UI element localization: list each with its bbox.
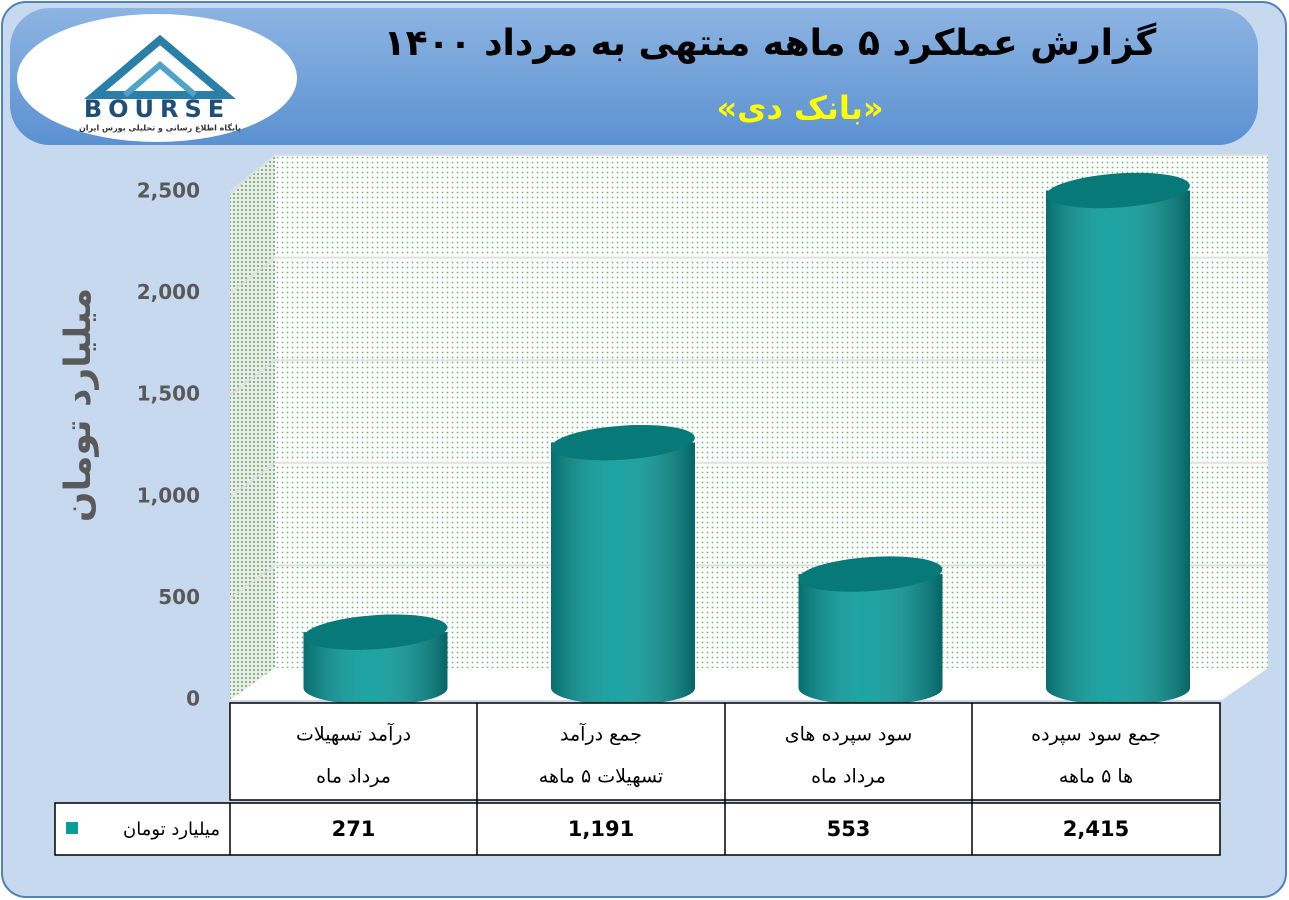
header bbox=[10, 8, 1258, 145]
value-label: 1,191 bbox=[568, 817, 634, 841]
category-label: مرداد ماه bbox=[316, 766, 391, 788]
bar-top-shade bbox=[303, 614, 448, 650]
y-tick-label: 0 bbox=[186, 687, 200, 711]
logo-badge bbox=[17, 14, 297, 142]
value-label: 271 bbox=[332, 817, 376, 841]
bar-shade bbox=[551, 442, 695, 705]
bar-top bbox=[551, 424, 695, 461]
y-tick-label: 1,000 bbox=[137, 483, 200, 507]
legend-swatch bbox=[66, 822, 78, 834]
y-tick-label: 2,000 bbox=[137, 280, 200, 304]
grid-line bbox=[229, 154, 276, 193]
bar-shade bbox=[798, 574, 943, 705]
y-tick-label: 2,500 bbox=[137, 179, 200, 203]
grid-line bbox=[229, 359, 276, 396]
category-label: مرداد ماه bbox=[811, 766, 886, 788]
category-label: جمع درآمد bbox=[560, 722, 642, 746]
category-label: تسهیلات ۵ ماهه bbox=[539, 766, 663, 788]
bar-top bbox=[303, 614, 448, 650]
category-label: درآمد تسهیلات bbox=[296, 722, 411, 746]
floor bbox=[230, 668, 1268, 700]
bar bbox=[1046, 172, 1190, 705]
category-label: جمع سود سپرده bbox=[1031, 724, 1161, 746]
grid-line bbox=[229, 462, 276, 498]
y-tick-label: 1,500 bbox=[137, 382, 200, 406]
grid-line bbox=[229, 256, 276, 295]
y-axis-label: میلیارد تومان bbox=[58, 288, 99, 522]
bar bbox=[798, 556, 943, 705]
bar-shade bbox=[1046, 190, 1190, 705]
category-label: سود سپرده های bbox=[785, 724, 913, 746]
logo-shape bbox=[84, 34, 236, 99]
y-tick-label: 500 bbox=[158, 585, 200, 609]
logo-text: BOURSE bbox=[84, 95, 230, 123]
value-label: 2,415 bbox=[1063, 817, 1129, 841]
side-wall bbox=[230, 155, 275, 700]
chart-title: گزارش عملکرد ۵ ماهه منتهی به مرداد ۱۴۰۰ bbox=[384, 22, 1157, 64]
bar-top-shade bbox=[1046, 172, 1190, 209]
bar bbox=[551, 424, 695, 705]
bar-top bbox=[798, 556, 943, 592]
bar-shade bbox=[303, 632, 448, 705]
table-row bbox=[54, 802, 1221, 856]
legend-label: میلیارد تومان bbox=[123, 819, 220, 840]
logo-tagline: پایگاه اطلاع رسانی و تحلیلی بورس ایران bbox=[79, 123, 241, 134]
grid-line bbox=[229, 564, 276, 600]
bar-top-shade bbox=[798, 556, 943, 592]
logo-shape bbox=[123, 61, 197, 98]
chart-subtitle: «بانک دی» bbox=[716, 89, 883, 127]
bar-top bbox=[1046, 172, 1190, 209]
data-table: درآمد تسهیلات مرداد ماه 271 جمع درآمد تسهیلا… bbox=[54, 702, 1221, 856]
bar bbox=[303, 614, 448, 705]
value-label: 553 bbox=[827, 817, 871, 841]
bar-top-shade bbox=[551, 424, 695, 461]
category-label: ها ۵ ماهه bbox=[1059, 766, 1133, 788]
